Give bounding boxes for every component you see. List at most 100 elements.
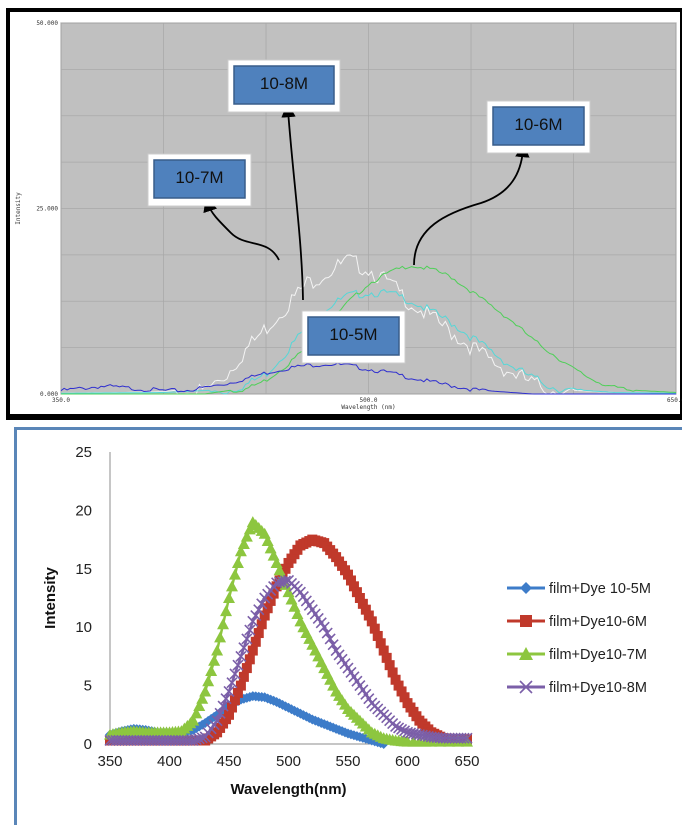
data-point bbox=[375, 638, 386, 649]
data-point bbox=[280, 563, 291, 574]
series-line-10-6M bbox=[61, 265, 677, 395]
x-tick-label: 450 bbox=[216, 753, 241, 770]
data-point bbox=[360, 604, 371, 615]
callout-label: 10-7M bbox=[175, 168, 223, 187]
y-axis-label: Intensity bbox=[15, 192, 22, 225]
data-point bbox=[244, 624, 256, 636]
callout-10-5M: 10-5M bbox=[301, 310, 406, 364]
data-point bbox=[390, 720, 402, 733]
data-point bbox=[398, 725, 411, 737]
data-point bbox=[363, 610, 374, 621]
legend-label: film+Dye 10-5M bbox=[549, 581, 651, 597]
spectrometer-chart: 0.000 25.000 50.000 350.0 500.0 650.0 Waveleng… bbox=[10, 12, 682, 414]
data-point bbox=[229, 668, 241, 680]
x-tick-label: 500.0 bbox=[359, 397, 377, 404]
data-point bbox=[265, 595, 276, 606]
data-point bbox=[199, 685, 212, 697]
data-point bbox=[226, 677, 238, 689]
data-point bbox=[247, 645, 258, 656]
callout-10-7M: 10-7M bbox=[147, 153, 252, 207]
data-point bbox=[318, 621, 330, 633]
series-line-10-5M bbox=[60, 362, 676, 395]
data-point bbox=[256, 619, 267, 630]
data-point bbox=[366, 616, 377, 627]
spectrometer-chart-panel: 0.000 25.000 50.000 350.0 500.0 650.0 Waveleng… bbox=[6, 8, 682, 420]
legend-item-film+Dye10-8M: film+Dye10-8M bbox=[507, 680, 647, 696]
data-point bbox=[345, 575, 356, 586]
data-point bbox=[372, 630, 383, 641]
data-point bbox=[240, 530, 253, 542]
legend-item-film+Dye 10-5M: film+Dye 10-5M bbox=[507, 581, 651, 597]
legend-item-film+Dye10-6M: film+Dye10-6M bbox=[507, 614, 647, 630]
data-point bbox=[243, 523, 256, 535]
data-point bbox=[262, 603, 273, 614]
series-line-10-7M bbox=[60, 288, 677, 395]
data-point bbox=[244, 654, 255, 665]
data-point bbox=[390, 674, 401, 685]
data-point bbox=[225, 580, 238, 592]
data-point bbox=[187, 714, 200, 726]
data-point bbox=[381, 652, 392, 663]
data-point bbox=[324, 633, 336, 645]
callout-10-8M: 10-8M bbox=[227, 59, 341, 113]
x-tick-label: 350.0 bbox=[52, 397, 70, 404]
data-point bbox=[279, 575, 292, 587]
legend-label: film+Dye10-6M bbox=[549, 614, 647, 630]
callout-box bbox=[233, 65, 335, 105]
data-point bbox=[235, 680, 246, 691]
data-point bbox=[247, 615, 259, 627]
data-point bbox=[226, 702, 237, 713]
callout-label: 10-8M bbox=[260, 74, 308, 93]
data-point bbox=[223, 592, 235, 603]
series-film+Dye10-6M bbox=[105, 534, 472, 746]
data-point bbox=[238, 642, 250, 654]
data-point bbox=[229, 695, 240, 706]
data-point bbox=[250, 636, 261, 647]
data-point bbox=[220, 693, 232, 705]
data-point bbox=[519, 647, 533, 660]
arrow-10-6M bbox=[413, 142, 530, 266]
data-point bbox=[458, 732, 470, 744]
data-point bbox=[327, 639, 339, 651]
data-point bbox=[223, 685, 235, 698]
data-point bbox=[211, 644, 224, 656]
data-point bbox=[461, 732, 473, 744]
y-tick-label: 15 bbox=[75, 561, 92, 578]
data-point bbox=[384, 660, 395, 671]
excel-chart: 0 5 10 15 20 25 350 400 450 500 550 600 650 Wavelengt… bbox=[42, 444, 651, 798]
data-point bbox=[202, 675, 215, 687]
data-point bbox=[231, 556, 244, 568]
data-point bbox=[387, 667, 398, 678]
arrow-10-7M bbox=[203, 197, 280, 261]
data-point bbox=[205, 665, 218, 676]
data-point bbox=[241, 633, 253, 645]
data-point bbox=[214, 631, 227, 643]
callout-box bbox=[307, 316, 400, 356]
y-tick-label: 0 bbox=[84, 736, 92, 753]
data-point bbox=[232, 687, 243, 698]
excel-chart-panel: 0 5 10 15 20 25 350 400 450 500 550 600 650 Wavelengt… bbox=[14, 427, 682, 825]
y-tick-label: 5 bbox=[84, 678, 92, 695]
data-point bbox=[395, 723, 408, 735]
data-point bbox=[193, 700, 206, 712]
y-tick-label: 25.000 bbox=[36, 206, 58, 213]
data-point bbox=[354, 593, 365, 603]
callout-label: 10-5M bbox=[329, 325, 377, 344]
data-point bbox=[224, 709, 234, 720]
legend-label: film+Dye10-7M bbox=[549, 647, 647, 663]
callout-box bbox=[153, 159, 246, 199]
x-axis-label: Wavelength (nm) bbox=[341, 404, 395, 411]
data-point bbox=[396, 686, 407, 697]
data-point bbox=[520, 582, 532, 594]
data-point bbox=[196, 692, 209, 704]
data-point bbox=[232, 659, 244, 671]
data-point bbox=[220, 605, 233, 617]
data-point bbox=[393, 680, 404, 691]
arrow-10-8M bbox=[281, 102, 304, 301]
callout-box bbox=[492, 106, 585, 146]
data-point bbox=[369, 623, 380, 634]
y-tick-label: 50.000 bbox=[36, 20, 58, 27]
y-tick-label: 25 bbox=[75, 444, 92, 461]
data-point bbox=[256, 598, 268, 610]
legend-label: film+Dye10-8M bbox=[549, 680, 647, 696]
